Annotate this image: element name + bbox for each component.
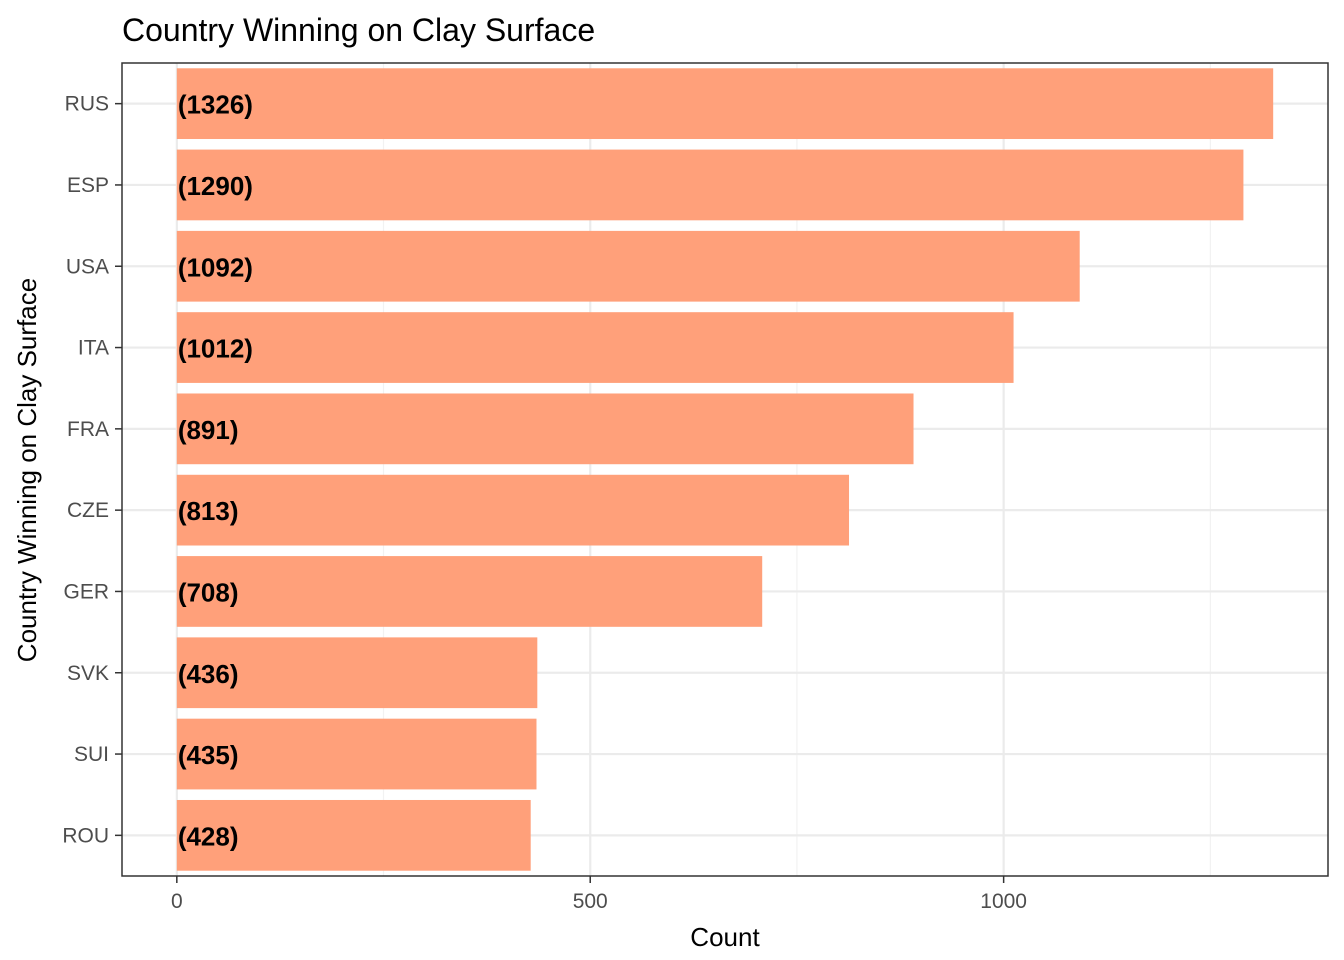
x-axis-title: Count (690, 922, 760, 952)
data-label: (1290) (178, 171, 253, 201)
y-axis-title: Country Winning on Clay Surface (12, 278, 42, 662)
y-tick-label: FRA (67, 418, 109, 441)
bar-fra (176, 393, 914, 465)
y-tick-label: ROU (62, 824, 109, 847)
y-tick-label: GER (63, 580, 109, 603)
y-tick-label: CZE (67, 499, 109, 522)
bar-sui (176, 718, 537, 790)
x-tick-label: 0 (171, 890, 183, 913)
bar-svk (176, 637, 538, 709)
plot-area: (1326) RUS (1290) ESP (1092) USA (1012) ITA (891… (62, 62, 1329, 913)
y-tick-label: RUS (65, 93, 109, 116)
y-tick-label: SUI (74, 743, 109, 766)
x-tick-label: 500 (573, 890, 608, 913)
y-tick-label: SVK (67, 662, 109, 685)
x-tick-label: 1000 (980, 890, 1027, 913)
data-label: (813) (178, 496, 239, 526)
y-tick-label: USA (66, 255, 109, 278)
bar-rou (176, 799, 531, 871)
data-label: (428) (178, 821, 239, 851)
bar-cze (176, 474, 850, 546)
data-label: (1012) (178, 334, 253, 364)
data-label: (891) (178, 415, 239, 445)
bar-rus (176, 68, 1274, 140)
bar-ger (176, 556, 763, 627)
bar-esp (176, 149, 1244, 221)
bar-ita (176, 312, 1014, 383)
bar-usa (176, 230, 1080, 302)
panel-border (121, 62, 1329, 877)
chart-title: Country Winning on Clay Surface (122, 12, 595, 48)
y-tick-label: ESP (67, 174, 109, 197)
y-tick-label: ITA (78, 337, 109, 360)
data-label: (436) (178, 659, 239, 689)
data-label: (435) (178, 740, 239, 770)
data-label: (1326) (178, 90, 253, 120)
data-label: (1092) (178, 252, 253, 282)
data-label: (708) (178, 577, 239, 607)
